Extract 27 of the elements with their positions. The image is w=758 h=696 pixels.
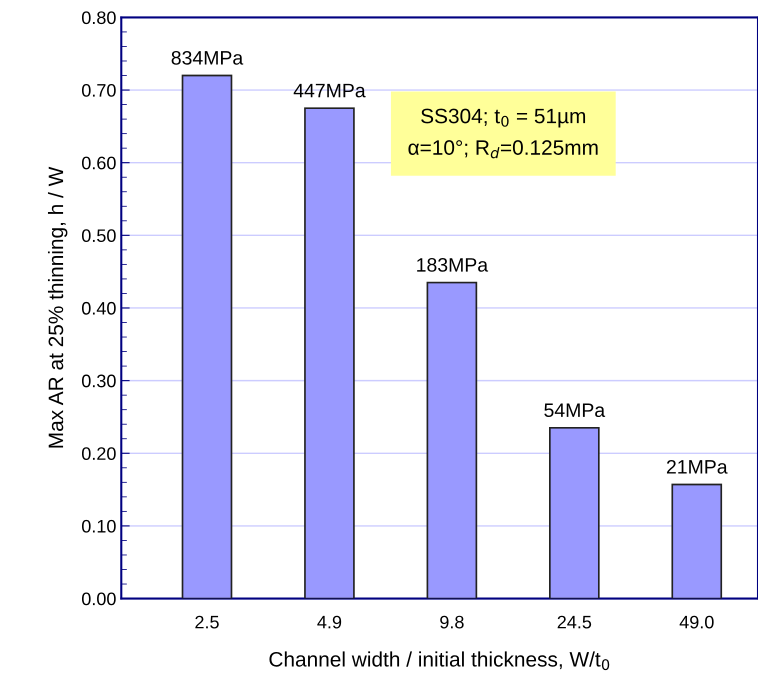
y-tick-label: 0.30 (82, 374, 116, 388)
x-axis-title: Channel width / initial thickness, W/t$_{0}$ (269, 651, 610, 670)
x-tick-label: 2.5 (195, 616, 219, 628)
bar (182, 74, 232, 599)
annotation: 21MPa (666, 460, 728, 474)
y-tick-label: 0.80 (82, 11, 116, 24)
annotation: 834MPa (172, 50, 244, 65)
x-tick-label: 24.5 (558, 616, 592, 628)
y-axis-title: Max AR at 25% thinning, h / W (48, 166, 68, 448)
x-tick-label: 4.9 (317, 616, 342, 628)
y-tick-label: 0.10 (82, 520, 116, 533)
y-tick-label: 0.70 (82, 84, 116, 97)
bar (671, 484, 722, 599)
bar (549, 427, 600, 599)
x-tick-label: 49.0 (680, 616, 714, 628)
bar (304, 107, 355, 599)
annotation: 54MPa (544, 403, 606, 418)
y-tick-label: 0.20 (82, 447, 116, 460)
annotation: 183MPa (417, 258, 488, 272)
y-tick-label: 0.40 (82, 302, 116, 315)
text: SS304; t$_{0}$ = 51µm α=10°; R$_{d}$=0.125mm (408, 108, 598, 158)
y-tick-label: 0.60 (82, 156, 116, 170)
x-tick-label: 9.8 (440, 616, 464, 628)
annotation: 447MPa (294, 84, 366, 98)
y-tick-label: 0.50 (82, 229, 116, 242)
y-tick-label: 0.00 (82, 592, 116, 606)
bar (426, 282, 478, 599)
